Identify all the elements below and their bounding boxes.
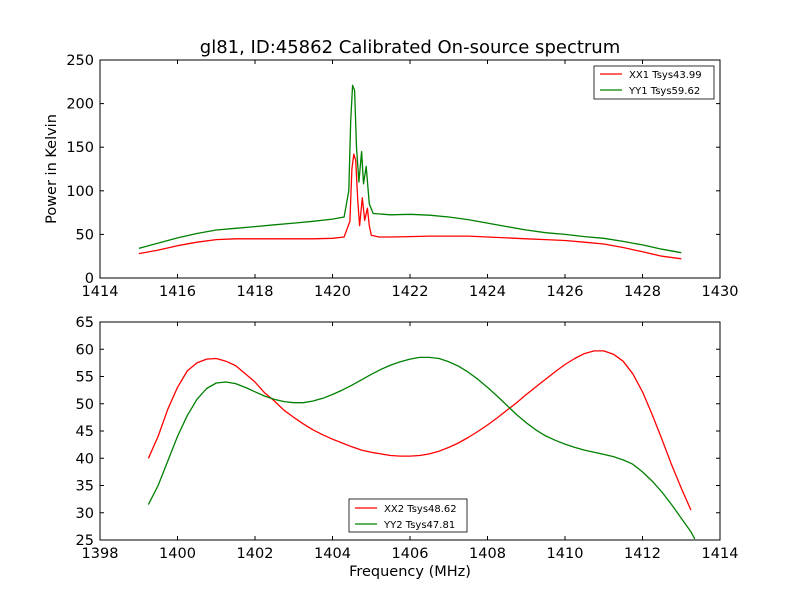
top-x-tick-label: 1418 <box>237 284 274 300</box>
bottom-y-tick-label: 30 <box>76 506 94 522</box>
top-legend-box <box>593 65 715 100</box>
bottom-x-tick-label: 1404 <box>314 546 351 562</box>
top-panel: 1414 1416 1418 1420 1422 1424 1426 1428 1430 0 50 1… <box>44 53 738 300</box>
top-y-tick-label: 150 <box>66 140 94 156</box>
figure-title: gl81, ID:45862 Calibrated On-source spec… <box>200 37 620 58</box>
top-series-line-1 <box>138 84 682 254</box>
x-axis-label: Frequency (MHz) <box>349 564 471 580</box>
top-x-tick-label: 1422 <box>392 284 429 300</box>
legend-label-xx1: XX1 Tsys43.99 <box>629 70 702 81</box>
legend-label-xx2: XX2 Tsys48.62 <box>384 504 457 515</box>
bottom-x-tick-label: 1398 <box>82 546 119 562</box>
top-y-tick-label: 200 <box>66 97 94 113</box>
bottom-axis-ticks: 1398 1400 1402 1404 1406 1408 1410 1412 1414 25 30… <box>76 315 739 562</box>
top-axis-ticks: 1414 1416 1418 1420 1422 1424 1426 1428 1430 0 50 1… <box>66 53 738 300</box>
bottom-x-tick-label: 1406 <box>392 546 429 562</box>
top-y-tick-label: 250 <box>66 53 94 69</box>
bottom-legend-box <box>348 498 468 533</box>
bottom-y-tick-label: 50 <box>76 397 94 413</box>
bottom-y-tick-label: 60 <box>76 342 94 358</box>
top-x-tick-label: 1426 <box>547 284 584 300</box>
top-y-tick-label: 100 <box>66 184 94 200</box>
top-x-tick-label: 1416 <box>159 284 196 300</box>
bottom-y-tick-label: 40 <box>76 451 94 467</box>
bottom-series-line-1 <box>147 356 696 540</box>
bottom-legend: XX2 Tsys48.62 YY2 Tsys47.81 <box>348 498 468 533</box>
top-x-tick-label: 1424 <box>469 284 506 300</box>
bottom-series-line-0 <box>147 350 692 511</box>
bottom-x-tick-label: 1412 <box>624 546 661 562</box>
top-x-tick-label: 1428 <box>624 284 661 300</box>
bottom-y-tick-label: 35 <box>76 479 94 495</box>
top-y-tick-label: 0 <box>85 271 94 287</box>
legend-label-yy2: YY2 Tsys47.81 <box>383 520 455 531</box>
bottom-panel: 1398 1400 1402 1404 1406 1408 1410 1412 1414 25 30… <box>76 315 739 580</box>
top-y-tick-label: 50 <box>76 227 94 243</box>
bottom-x-tick-label: 1402 <box>237 546 274 562</box>
top-legend: XX1 Tsys43.99 YY1 Tsys59.62 <box>593 65 715 100</box>
top-x-tick-label: 1420 <box>314 284 351 300</box>
bottom-y-tick-label: 55 <box>76 370 94 386</box>
bottom-x-tick-label: 1414 <box>702 546 739 562</box>
top-x-tick-label: 1414 <box>82 284 119 300</box>
top-y-axis-label: Power in Kelvin <box>44 114 60 224</box>
bottom-x-tick-label: 1408 <box>469 546 506 562</box>
top-series-group <box>138 84 682 260</box>
bottom-y-tick-label: 25 <box>76 533 94 549</box>
top-x-tick-label: 1430 <box>702 284 739 300</box>
bottom-x-tick-label: 1410 <box>547 546 584 562</box>
top-series-line-0 <box>138 153 682 260</box>
bottom-y-tick-label: 65 <box>76 315 94 331</box>
bottom-series-group <box>147 350 696 540</box>
bottom-y-tick-label: 45 <box>76 424 94 440</box>
bottom-x-tick-label: 1400 <box>159 546 196 562</box>
legend-label-yy1: YY1 Tsys59.62 <box>628 86 700 97</box>
